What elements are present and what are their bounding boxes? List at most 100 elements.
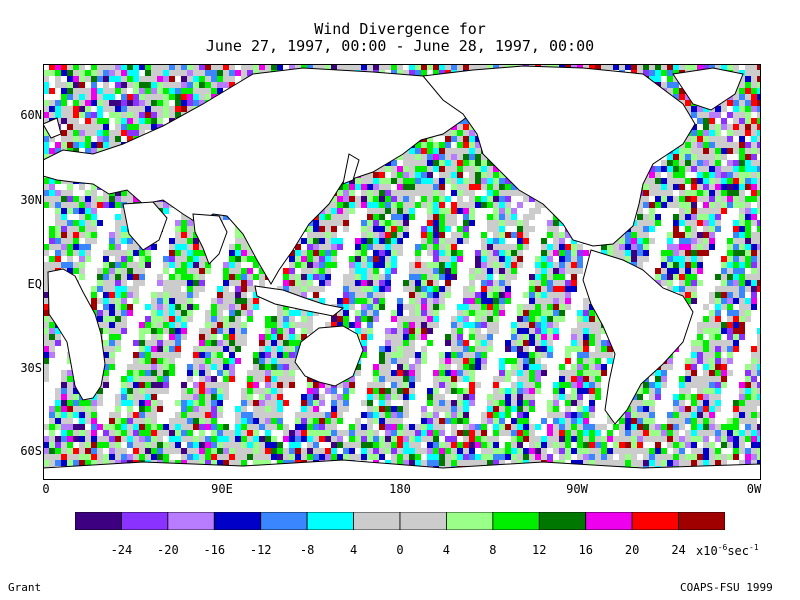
divergence-cell bbox=[295, 346, 301, 352]
divergence-cell bbox=[703, 136, 709, 142]
divergence-cell bbox=[739, 76, 745, 82]
divergence-cell bbox=[229, 304, 235, 310]
divergence-cell bbox=[727, 142, 733, 148]
divergence-cell bbox=[535, 304, 541, 310]
divergence-cell bbox=[73, 136, 79, 142]
divergence-cell bbox=[631, 226, 637, 232]
divergence-cell bbox=[43, 304, 49, 310]
divergence-cell bbox=[259, 370, 265, 376]
divergence-cell bbox=[553, 238, 559, 244]
divergence-cell bbox=[487, 196, 493, 202]
divergence-cell bbox=[199, 280, 205, 286]
divergence-cell bbox=[499, 262, 505, 268]
divergence-cell bbox=[583, 64, 589, 70]
divergence-cell bbox=[175, 322, 181, 328]
divergence-cell bbox=[715, 292, 721, 298]
divergence-cell bbox=[751, 136, 757, 142]
divergence-cell bbox=[487, 178, 493, 184]
divergence-cell bbox=[163, 208, 169, 214]
divergence-cell bbox=[373, 292, 379, 298]
divergence-cell bbox=[745, 232, 751, 238]
divergence-cell bbox=[289, 340, 295, 346]
divergence-cell bbox=[409, 280, 415, 286]
divergence-cell bbox=[655, 184, 661, 190]
divergence-cell bbox=[181, 82, 187, 88]
divergence-cell bbox=[433, 238, 439, 244]
divergence-cell bbox=[547, 220, 553, 226]
divergence-cell bbox=[721, 106, 727, 112]
divergence-cell bbox=[457, 64, 463, 70]
divergence-cell bbox=[757, 70, 761, 76]
divergence-cell bbox=[79, 244, 85, 250]
divergence-cell bbox=[343, 286, 349, 292]
divergence-cell bbox=[715, 340, 721, 346]
divergence-cell bbox=[733, 334, 739, 340]
divergence-cell bbox=[553, 292, 559, 298]
divergence-cell bbox=[385, 364, 391, 370]
divergence-cell bbox=[181, 304, 187, 310]
divergence-cell bbox=[727, 322, 733, 328]
divergence-cell bbox=[733, 166, 739, 172]
divergence-cell bbox=[709, 148, 715, 154]
divergence-cell bbox=[343, 202, 349, 208]
divergence-cell bbox=[475, 322, 481, 328]
divergence-cell bbox=[631, 250, 637, 256]
divergence-cell bbox=[115, 238, 121, 244]
divergence-cell bbox=[685, 256, 691, 262]
divergence-cell bbox=[673, 166, 679, 172]
divergence-cell bbox=[733, 106, 739, 112]
divergence-cell bbox=[709, 298, 715, 304]
divergence-cell bbox=[115, 214, 121, 220]
divergence-cell bbox=[373, 64, 379, 70]
divergence-cell bbox=[601, 250, 607, 256]
divergence-cell bbox=[481, 172, 487, 178]
divergence-cell bbox=[223, 286, 229, 292]
divergence-cell bbox=[733, 232, 739, 238]
divergence-cell bbox=[457, 352, 463, 358]
divergence-cell bbox=[439, 250, 445, 256]
divergence-cell bbox=[307, 232, 313, 238]
divergence-cell bbox=[457, 250, 463, 256]
divergence-cell bbox=[55, 214, 61, 220]
divergence-cell bbox=[127, 292, 133, 298]
divergence-cell bbox=[187, 106, 193, 112]
divergence-cell bbox=[661, 184, 667, 190]
divergence-cell bbox=[733, 322, 739, 328]
divergence-cell bbox=[547, 322, 553, 328]
divergence-cell bbox=[397, 214, 403, 220]
divergence-cell bbox=[487, 328, 493, 334]
divergence-cell bbox=[121, 310, 127, 316]
divergence-cell bbox=[463, 340, 469, 346]
divergence-cell bbox=[451, 244, 457, 250]
divergence-cell bbox=[697, 64, 703, 70]
divergence-cell bbox=[145, 94, 151, 100]
divergence-cell bbox=[61, 370, 67, 376]
divergence-cell bbox=[691, 280, 697, 286]
divergence-cell bbox=[757, 166, 761, 172]
divergence-cell bbox=[79, 262, 85, 268]
divergence-cell bbox=[415, 322, 421, 328]
divergence-cell bbox=[547, 316, 553, 322]
divergence-cell bbox=[445, 148, 451, 154]
divergence-cell bbox=[715, 124, 721, 130]
divergence-cell bbox=[505, 184, 511, 190]
divergence-cell bbox=[307, 64, 313, 70]
divergence-cell bbox=[685, 166, 691, 172]
divergence-cell bbox=[463, 148, 469, 154]
divergence-cell bbox=[403, 160, 409, 166]
divergence-cell bbox=[433, 298, 439, 304]
divergence-cell bbox=[313, 226, 319, 232]
divergence-cell bbox=[307, 256, 313, 262]
divergence-cell bbox=[367, 256, 373, 262]
divergence-cell bbox=[571, 340, 577, 346]
divergence-cell bbox=[115, 250, 121, 256]
divergence-cell bbox=[457, 154, 463, 160]
divergence-cell bbox=[103, 322, 109, 328]
divergence-cell bbox=[151, 328, 157, 334]
divergence-cell bbox=[457, 184, 463, 190]
divergence-cell bbox=[169, 64, 175, 70]
divergence-cell bbox=[745, 196, 751, 202]
divergence-cell bbox=[403, 280, 409, 286]
divergence-cell bbox=[757, 88, 761, 94]
divergence-cell bbox=[301, 310, 307, 316]
